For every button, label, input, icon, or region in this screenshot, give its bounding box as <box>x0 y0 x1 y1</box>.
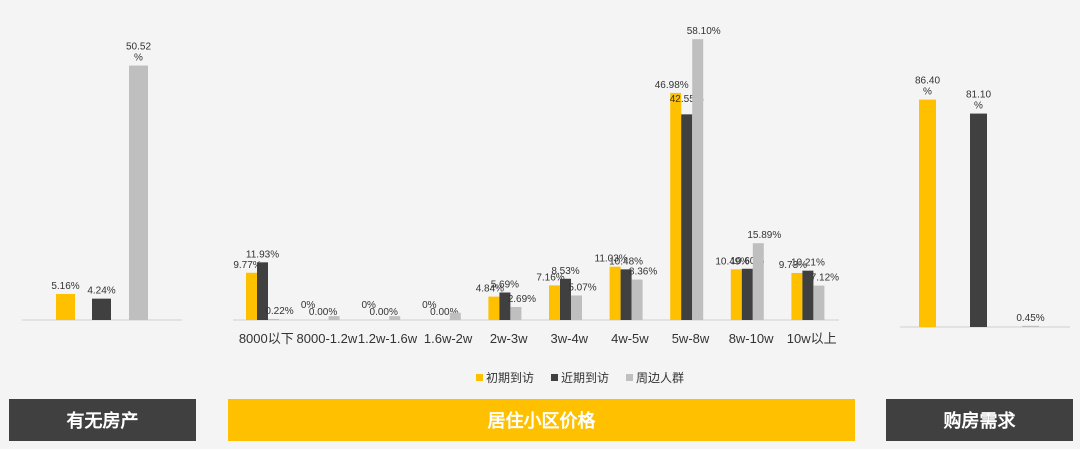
price-label-3-1: 0.00% <box>430 307 458 318</box>
price-label-7-0: 46.98% <box>655 80 689 91</box>
price-bar-7-0 <box>670 92 682 321</box>
price-tick-5: 3w-4w <box>551 331 589 346</box>
price-label-7-1: 42.55% <box>670 94 704 105</box>
legend-swatch-1 <box>551 374 558 381</box>
banner-residential-price: 居住小区价格 <box>228 399 855 441</box>
price-bar-4-0 <box>488 296 500 320</box>
ownership-bar-2 <box>129 65 148 320</box>
banner-purchase-demand: 购房需求 <box>886 399 1073 441</box>
legend-swatch-0 <box>476 374 483 381</box>
demand-label-2: 0.45% <box>1016 313 1044 324</box>
price-label-3-0: 0% <box>422 300 437 311</box>
price-tick-2: 1.2w-1.6w <box>358 331 418 346</box>
chart-property-ownership: 5.16% 4.24% 50.52% <box>22 42 182 321</box>
price-bar-6-2 <box>631 279 643 320</box>
price-bar-5-2 <box>571 295 582 320</box>
ownership-label-2: 50.52% <box>126 42 151 64</box>
chart-purchase-demand: 86.40% 81.10 % 0.45% <box>900 76 1070 328</box>
price-bar-8-0 <box>730 269 742 320</box>
price-label-6-1: 10.48% <box>609 256 643 267</box>
price-bar-0-2 <box>268 318 279 320</box>
price-bar-4-2 <box>510 306 522 320</box>
legend-swatch-2 <box>626 374 633 381</box>
price-tick-6: 4w-5w <box>611 331 649 346</box>
demand-label-1: 81.10% <box>966 90 991 112</box>
price-bar-0-1 <box>257 262 268 320</box>
price-label-1-1: 0.00% <box>309 307 337 318</box>
price-tick-7: 5w-8w <box>672 331 710 346</box>
price-label-6-2: 8.36% <box>629 267 657 278</box>
price-tick-4: 2w-3w <box>490 331 528 346</box>
banner-property-ownership: 有无房产 <box>9 399 196 441</box>
price-label-7-2: 58.10% <box>687 26 721 37</box>
demand-label-0: 86.40% <box>915 76 940 98</box>
price-bar-9-2 <box>813 285 825 320</box>
price-tick-3: 1.6w-2w <box>424 331 473 346</box>
demand-bar-1 <box>970 113 987 327</box>
price-label-2-0: 0% <box>361 300 376 311</box>
price-tick-9: 10w以上 <box>787 331 837 346</box>
price-bar-1-2 <box>328 316 340 320</box>
price-label-5-0: 7.16% <box>536 272 564 283</box>
price-bar-7-1 <box>681 114 693 320</box>
chart-residential-price: 9.77%11.93%0.22%8000以下0%0.00%8000-1.2w0%… <box>233 26 839 346</box>
price-bar-6-0 <box>609 266 621 320</box>
price-bar-9-0 <box>791 272 803 320</box>
price-bar-0-0 <box>246 272 257 320</box>
price-bar-2-2 <box>389 316 401 320</box>
price-label-9-2: 7.12% <box>811 273 839 284</box>
price-label-9-1: 10.21% <box>791 258 825 269</box>
price-bar-5-0 <box>549 285 560 320</box>
price-bar-8-1 <box>741 268 753 320</box>
price-bar-8-2 <box>752 243 764 320</box>
price-tick-8: 8w-10w <box>729 331 774 346</box>
ownership-label-1: 4.24% <box>87 286 115 297</box>
price-label-8-1: 10.60% <box>730 256 764 267</box>
price-label-4-2: 2.69% <box>508 294 536 305</box>
price-bar-7-2 <box>692 39 704 320</box>
price-label-0-0: 9.77% <box>233 260 261 271</box>
price-label-0-1: 11.93% <box>246 249 279 260</box>
price-bar-6-1 <box>620 269 632 320</box>
demand-bar-2 <box>1022 325 1039 327</box>
price-label-8-2: 15.89% <box>747 230 781 241</box>
ownership-label-0: 5.16% <box>51 281 79 292</box>
price-label-2-1: 0.00% <box>370 307 398 318</box>
price-label-1-0: 0% <box>301 300 316 311</box>
price-tick-0: 8000以下 <box>239 331 294 346</box>
price-bar-3-2 <box>449 312 461 320</box>
legend-label-2: 周边人群 <box>636 371 684 385</box>
price-label-6-0: 11.03% <box>595 254 628 265</box>
legend-label-1: 近期到访 <box>561 371 609 385</box>
ownership-bar-0 <box>56 294 75 320</box>
ownership-bar-1 <box>92 298 111 320</box>
price-bar-4-1 <box>499 292 511 320</box>
price-bar-9-1 <box>802 270 814 320</box>
price-label-4-1: 5.69% <box>491 279 519 290</box>
price-tick-1: 8000-1.2w <box>297 331 358 346</box>
price-bar-5-1 <box>560 278 571 320</box>
demand-bar-0 <box>919 99 936 327</box>
price-label-0-2: 0.22% <box>265 306 293 317</box>
legend-label-0: 初期到访 <box>486 371 534 385</box>
chart-legend: 初期到访 近期到访 周边人群 <box>476 371 684 385</box>
price-label-5-2: 5.07% <box>568 282 596 293</box>
price-label-9-0: 9.73% <box>779 260 807 271</box>
price-label-8-0: 10.49% <box>715 256 749 267</box>
price-label-4-0: 4.84% <box>476 284 504 295</box>
price-label-5-1: 8.53% <box>551 266 579 277</box>
